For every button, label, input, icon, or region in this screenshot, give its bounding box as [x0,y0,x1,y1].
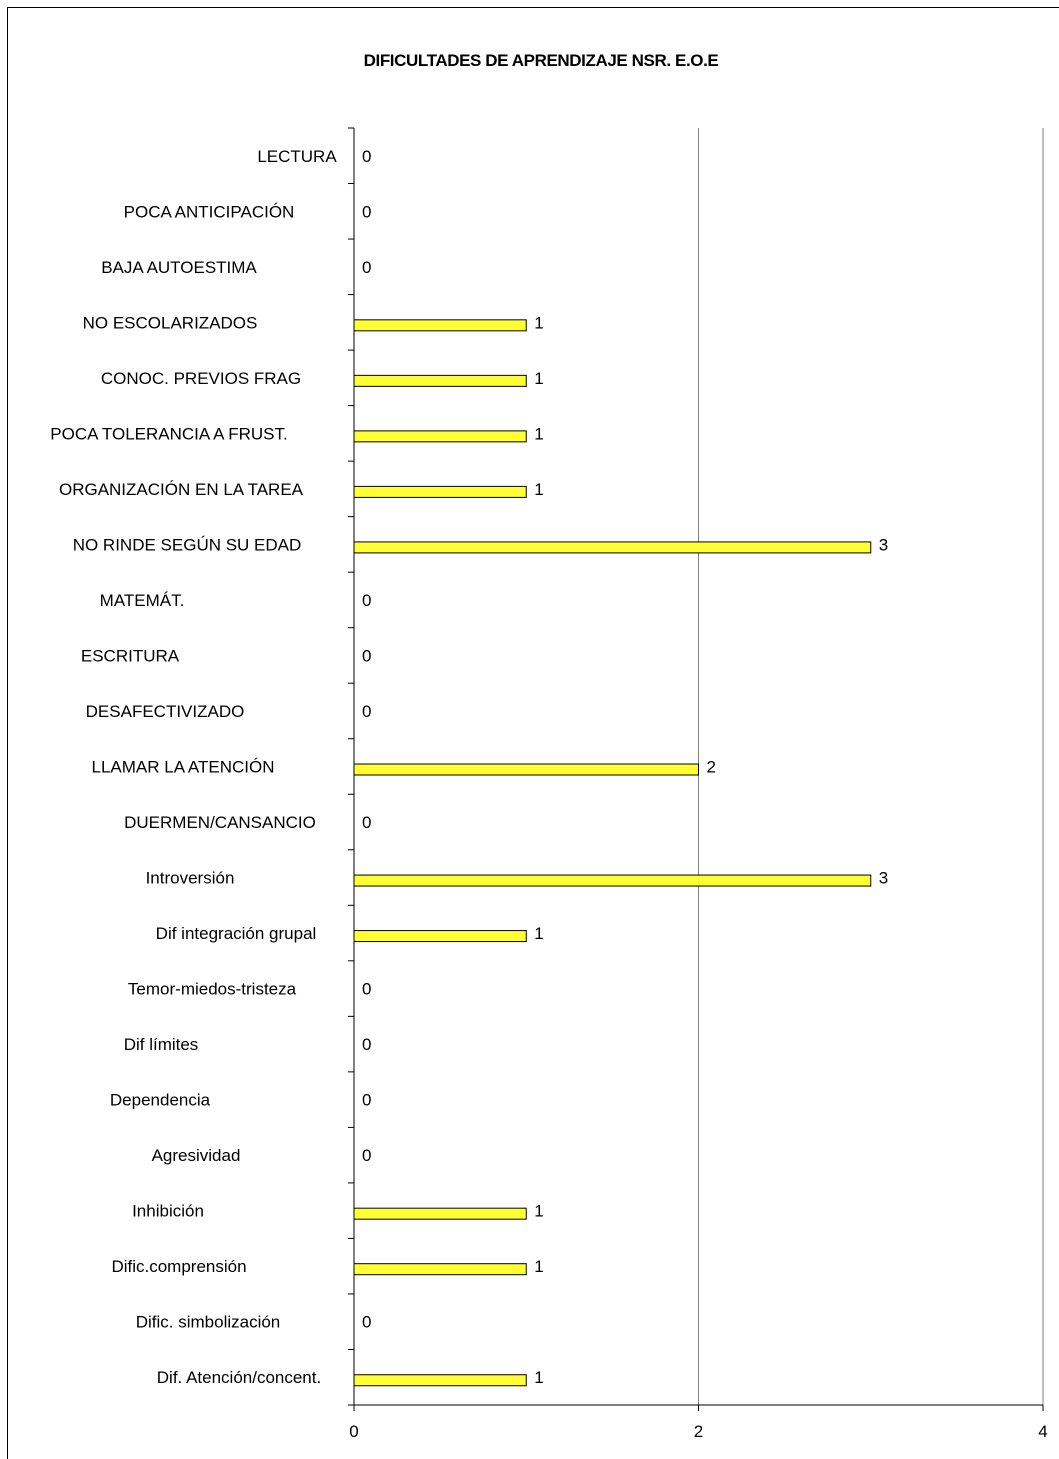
bar [353,1207,527,1220]
chart-title: DIFICULTADES DE APRENDIZAJE NSR. E.O.E [364,51,719,70]
bar [353,1374,527,1387]
bar [353,374,527,387]
category-label: NO RINDE SEGÚN SU EDAD [73,535,302,554]
value-label: 1 [534,480,543,499]
value-label: 0 [362,147,371,166]
value-label: 3 [879,869,888,888]
value-label: 0 [362,1091,371,1110]
x-tick-label: 4 [1038,1422,1047,1441]
bar [353,930,527,943]
category-label: ORGANIZACIÓN EN LA TAREA [59,480,304,499]
value-labels: 0 0 0 1 1 1 1 3 0 0 0 2 0 3 1 0 0 0 0 1 1 0 1 [362,147,888,1387]
category-label: Agresividad [152,1146,241,1165]
value-label: 0 [362,813,371,832]
value-label: 0 [362,1313,371,1332]
category-label: Dependencia [110,1091,211,1110]
category-label: LLAMAR LA ATENCIÓN [92,758,275,777]
value-label: 1 [534,1257,543,1276]
category-label: POCA TOLERANCIA A FRUST. [50,424,287,443]
category-label: DUERMEN/CANSANCIO [124,813,316,832]
category-label: NO ESCOLARIZADOS [83,313,258,332]
chart-border [7,7,1059,1459]
category-label: ESCRITURA [81,646,180,665]
x-tick-label: 2 [694,1422,703,1441]
value-label: 0 [362,202,371,221]
value-label: 0 [362,1035,371,1054]
value-label: 1 [534,1202,543,1221]
value-label: 0 [362,258,371,277]
category-label: Dific.comprensión [111,1257,246,1276]
value-label: 1 [534,313,543,332]
category-label: Dif límites [124,1035,199,1054]
value-label: 0 [362,980,371,999]
value-label: 2 [707,758,716,777]
x-tick-labels: 0 2 4 [349,1422,1047,1441]
category-label: Dific. simbolización [136,1313,281,1332]
category-label: Inhibición [132,1202,204,1221]
value-label: 1 [534,1368,543,1387]
bar [353,319,527,332]
value-label: 0 [362,1146,371,1165]
value-label: 0 [362,646,371,665]
value-label: 1 [534,369,543,388]
bar [353,874,872,887]
value-label: 3 [879,535,888,554]
value-label: 1 [534,424,543,443]
category-label: Introversión [146,869,235,888]
category-label: BAJA AUTOESTIMA [101,258,257,277]
bar [353,430,527,443]
category-label: DESAFECTIVIZADO [86,702,245,721]
bar [353,485,527,498]
value-label: 0 [362,591,371,610]
category-label: Dif. Atención/concent. [157,1368,321,1387]
category-label: Temor-miedos-tristeza [128,980,297,999]
category-label: LECTURA [257,147,337,166]
bar [353,763,699,776]
category-label: MATEMÁT. [100,591,185,610]
value-label: 0 [362,702,371,721]
category-label: POCA ANTICIPACIÓN [124,202,295,221]
bar [353,541,872,554]
bar [353,1263,527,1276]
axes [348,127,1044,1411]
x-tick-label: 0 [349,1422,358,1441]
category-label: CONOC. PREVIOS FRAG [101,369,301,388]
value-label: 1 [534,924,543,943]
category-label: Dif integración grupal [156,924,317,943]
category-labels: LECTURA POCA ANTICIPACIÓN BAJA AUTOESTIMA N… [50,147,337,1387]
